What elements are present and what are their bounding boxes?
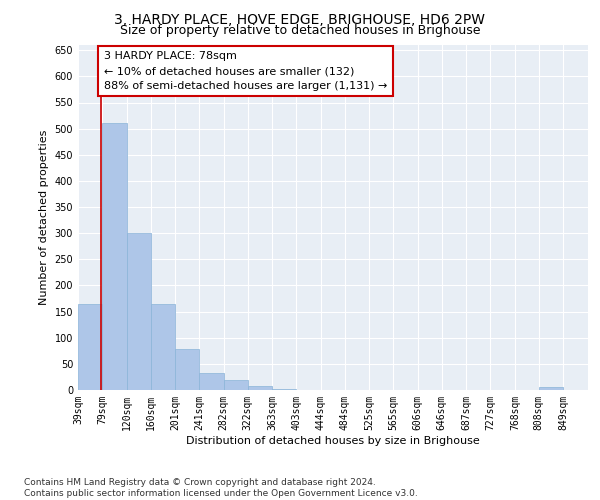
Bar bbox=[127, 232, 151, 390]
Text: Contains HM Land Registry data © Crown copyright and database right 2024.
Contai: Contains HM Land Registry data © Crown c… bbox=[24, 478, 418, 498]
Bar bbox=[248, 386, 272, 390]
Bar bbox=[151, 304, 175, 390]
Y-axis label: Number of detached properties: Number of detached properties bbox=[39, 130, 49, 305]
Text: 3, HARDY PLACE, HOVE EDGE, BRIGHOUSE, HD6 2PW: 3, HARDY PLACE, HOVE EDGE, BRIGHOUSE, HD… bbox=[115, 12, 485, 26]
Text: 3 HARDY PLACE: 78sqm
← 10% of detached houses are smaller (132)
88% of semi-deta: 3 HARDY PLACE: 78sqm ← 10% of detached h… bbox=[104, 52, 387, 91]
Bar bbox=[102, 124, 127, 390]
Bar bbox=[199, 373, 224, 390]
Bar bbox=[175, 349, 199, 390]
Bar bbox=[272, 389, 296, 390]
Text: Size of property relative to detached houses in Brighouse: Size of property relative to detached ho… bbox=[120, 24, 480, 37]
Bar bbox=[78, 304, 102, 390]
Bar bbox=[539, 388, 563, 390]
Bar bbox=[224, 380, 248, 390]
X-axis label: Distribution of detached houses by size in Brighouse: Distribution of detached houses by size … bbox=[186, 436, 480, 446]
